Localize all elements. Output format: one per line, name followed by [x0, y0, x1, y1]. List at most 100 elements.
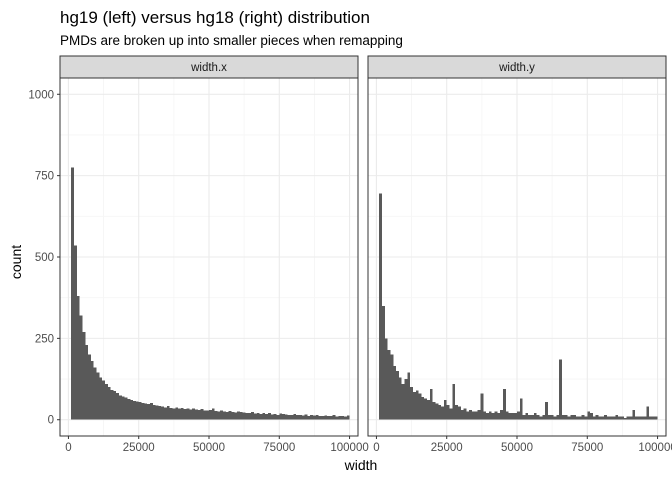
histogram-bar — [298, 415, 302, 420]
histogram-bar — [164, 407, 167, 420]
histogram-bar — [601, 416, 605, 420]
histogram-bar — [141, 402, 145, 420]
chart-title: hg19 (left) versus hg18 (right) distribu… — [60, 8, 370, 27]
histogram-bar — [186, 408, 190, 420]
histogram-bar — [500, 409, 503, 420]
histogram-bar — [121, 396, 125, 420]
histogram-bar — [573, 414, 577, 420]
histogram-bar — [559, 359, 562, 420]
histogram-bar — [598, 416, 602, 420]
histogram-bar — [547, 414, 551, 420]
histogram-bar — [183, 408, 187, 420]
histogram-bars-width-y — [379, 193, 658, 420]
histogram-bar — [102, 380, 105, 420]
histogram-bar — [421, 396, 425, 420]
histogram-bar — [220, 410, 224, 420]
histogram-bar — [396, 370, 399, 420]
histogram-bar — [99, 377, 103, 420]
histogram-bar — [341, 416, 344, 420]
histogram-bar — [550, 414, 554, 420]
x-tick-label: 100000 — [330, 442, 368, 454]
histogram-bar — [649, 416, 652, 420]
y-tick-label: 1000 — [28, 89, 54, 101]
histogram-bar — [469, 409, 473, 420]
histogram-bar — [379, 193, 383, 420]
y-axis-title: count — [8, 245, 24, 279]
histogram-bar — [491, 413, 495, 420]
histogram-bar — [71, 167, 75, 420]
histogram-bar — [525, 413, 529, 420]
histogram-bar — [293, 413, 297, 420]
histogram-bar — [135, 401, 139, 420]
histogram-bar — [635, 416, 638, 420]
histogram-bar — [231, 412, 235, 420]
histogram-bar — [384, 338, 388, 420]
histogram-bar — [483, 411, 487, 420]
facet-strip-label-width-y: width.y — [498, 62, 535, 74]
histogram-bar — [412, 392, 416, 420]
histogram-bar — [418, 393, 422, 420]
histogram-bar — [273, 413, 277, 420]
histogram-bar — [606, 416, 610, 420]
histogram-bar — [270, 414, 274, 420]
histogram-bar — [497, 413, 501, 420]
histogram-bar — [576, 416, 579, 420]
histogram-bar — [570, 414, 574, 420]
histogram-bar — [632, 409, 636, 420]
histogram-bar — [609, 416, 613, 420]
histogram-bar — [259, 413, 263, 420]
histogram-bar — [502, 388, 506, 420]
histogram-bar — [158, 406, 162, 420]
histogram-bar — [531, 414, 534, 420]
histogram-bar — [149, 402, 153, 420]
histogram-bar — [519, 398, 523, 420]
histogram-bar — [401, 383, 405, 420]
histogram-bar — [329, 416, 333, 420]
histogram-bar — [604, 414, 607, 420]
histogram-bar — [590, 413, 593, 420]
histogram-bar — [435, 403, 439, 420]
histogram-bar — [561, 414, 565, 420]
histogram-bar — [438, 405, 442, 420]
histogram-bar — [197, 409, 201, 420]
histogram-bar — [427, 400, 430, 420]
histogram-bar — [304, 414, 308, 420]
histogram-bar — [113, 391, 117, 420]
histogram-bar — [245, 412, 249, 420]
x-tick-label: 0 — [373, 442, 379, 454]
histogram-bar — [324, 415, 328, 420]
histogram-bar — [327, 415, 330, 420]
histogram-bar — [242, 412, 246, 420]
histogram-bar — [203, 410, 207, 420]
histogram-bar — [564, 414, 568, 420]
x-axis-title: width — [344, 457, 378, 473]
histogram-bar — [623, 418, 627, 420]
histogram-bar — [584, 416, 588, 420]
histogram-bar — [522, 414, 526, 420]
histogram-bar — [472, 411, 475, 420]
histogram-bar — [228, 410, 232, 420]
histogram-bar — [494, 411, 498, 420]
y-tick-label: 250 — [35, 333, 54, 345]
histogram-bar — [595, 414, 599, 420]
histogram-bar — [133, 400, 136, 420]
x-tick-label: 25000 — [431, 442, 463, 454]
y-tick-label: 500 — [35, 252, 54, 264]
facet-strip-label-width-x: width.x — [190, 62, 227, 74]
x-tick-label: 25000 — [123, 442, 155, 454]
histogram-bar — [301, 415, 305, 420]
x-tick-label: 50000 — [501, 442, 533, 454]
x-tick-label: 0 — [65, 442, 71, 454]
histogram-bar — [441, 406, 444, 420]
histogram-bar — [545, 401, 548, 420]
histogram-bar — [449, 408, 453, 420]
histogram-bar — [155, 405, 159, 420]
histogram-bar — [643, 416, 647, 420]
histogram-bar — [567, 416, 571, 420]
histogram-bar — [310, 415, 314, 420]
panel-width-y: width.y 0 25000 50000 75000 100000 — [367, 55, 672, 454]
histogram-bar — [646, 406, 650, 420]
histogram-bar — [618, 416, 622, 420]
histogram-bar — [578, 416, 582, 420]
